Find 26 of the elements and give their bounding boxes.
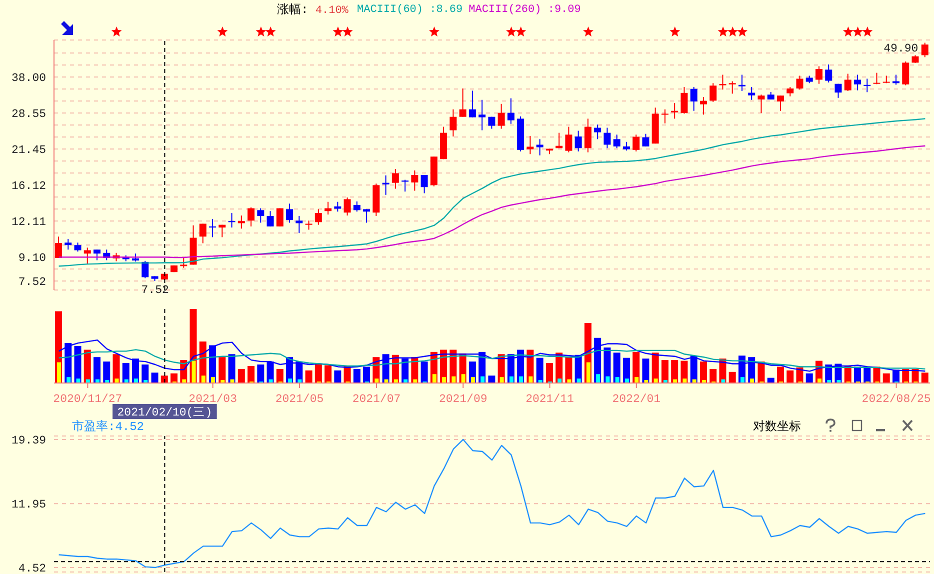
text: 涨幅: 4.10% xyxy=(277,3,348,17)
x-tick-label: 2020/11/27 xyxy=(53,393,122,406)
y-tick-label: 9.10 xyxy=(18,252,46,266)
y-tick-label: 7.52 xyxy=(18,276,46,290)
x-tick-label: 2021/09 xyxy=(438,393,488,406)
text: 7.52 xyxy=(141,284,169,297)
x-tick-label: 2021/02/10(三) xyxy=(117,406,212,420)
text: MACIII(60) :8.69 xyxy=(357,3,463,17)
x-tick-label: 2021/11 xyxy=(526,393,574,406)
x-tick-label: 2021/05 xyxy=(275,393,324,406)
y-tick-label: 19.39 xyxy=(11,434,46,448)
y-tick-label: 21.45 xyxy=(11,144,46,158)
y-tick-label: 16.12 xyxy=(11,180,46,194)
x-tick-label: 2021/03 xyxy=(188,393,238,406)
text: 49.90 xyxy=(884,42,918,56)
y-tick-label: 38.00 xyxy=(11,72,46,86)
x-tick-label: 2022/01 xyxy=(612,393,661,406)
x-tick-label: 2022/08/25 xyxy=(862,393,931,406)
y-tick-label: 11.95 xyxy=(11,498,46,512)
x-tick-label: 2021/07 xyxy=(352,393,401,406)
y-tick-label: 28.55 xyxy=(11,108,46,122)
text: 市盈率:4.52 xyxy=(72,420,144,434)
text: MACIII(260) :9.09 xyxy=(468,3,581,17)
y-tick-label: 12.11 xyxy=(11,216,46,230)
text: 对数坐标 xyxy=(753,420,801,434)
y-tick-label: 4.52 xyxy=(18,562,46,574)
